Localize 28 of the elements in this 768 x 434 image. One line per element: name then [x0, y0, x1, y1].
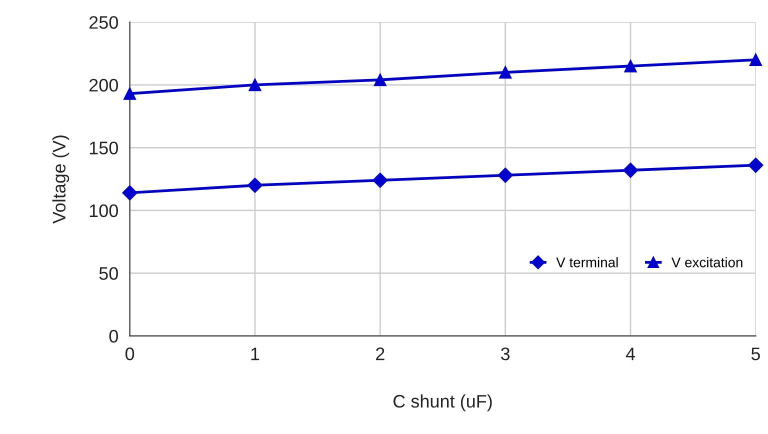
point [372, 172, 388, 188]
x-tick-label: 0 [125, 348, 134, 360]
point [124, 87, 136, 100]
point [247, 178, 263, 193]
y-axis-title: Voltage (V) [52, 135, 70, 224]
legend-label: V excitation [671, 257, 742, 268]
y-tick-label: 150 [90, 142, 118, 154]
point [374, 74, 386, 86]
y-tick-label: 250 [89, 16, 118, 29]
point [624, 60, 637, 72]
y-tick-label: 50 [99, 267, 118, 280]
point [749, 54, 762, 66]
y-tick-label: 0 [109, 330, 118, 343]
x-tick-label: 5 [751, 348, 760, 360]
x-tick-label: 4 [626, 348, 636, 360]
y-tick-label: 200 [89, 78, 118, 92]
x-tick-label: 2 [376, 348, 384, 360]
y-tick-label: 100 [90, 204, 118, 218]
point [622, 162, 638, 178]
point [122, 185, 138, 200]
x-axis-title: C shunt (uF) [394, 394, 492, 412]
x-tick-label: 1 [251, 348, 260, 360]
point [498, 168, 513, 183]
point [248, 78, 262, 92]
point [748, 158, 764, 173]
legend-label: V terminal [556, 257, 618, 268]
point [499, 66, 512, 79]
x-tick-label: 3 [501, 348, 510, 360]
